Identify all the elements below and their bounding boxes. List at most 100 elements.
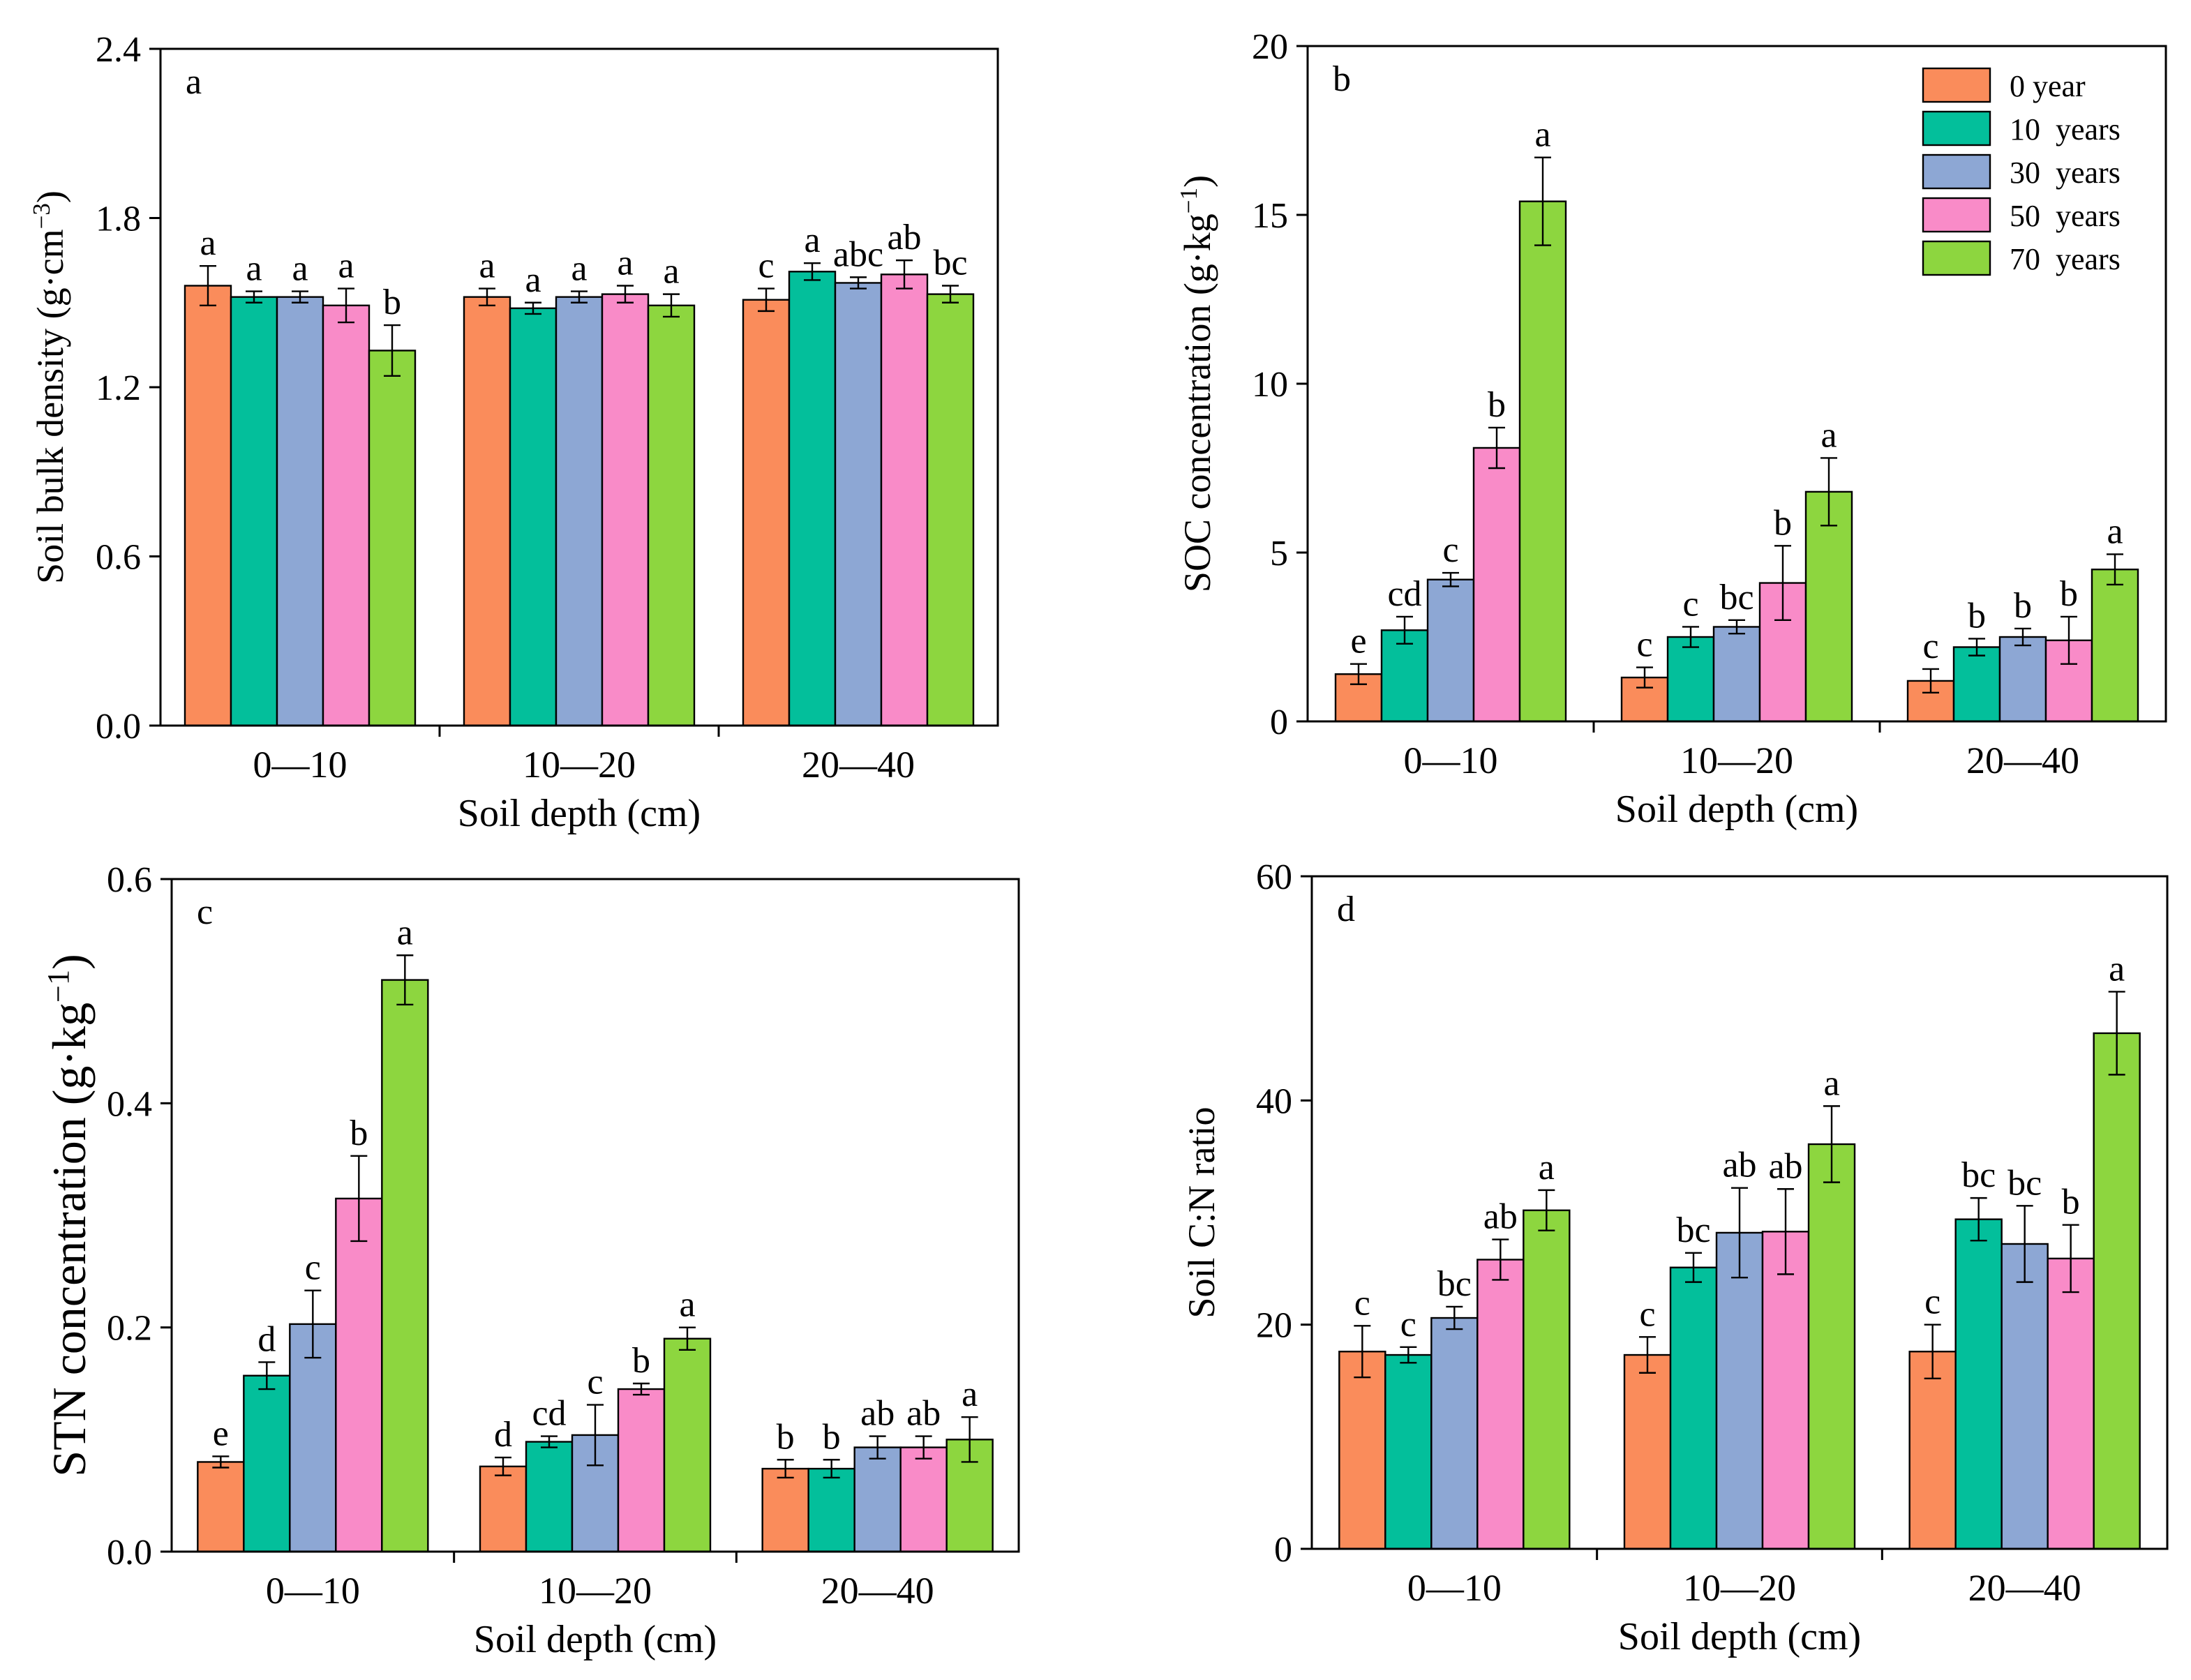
error-bar bbox=[541, 1435, 558, 1448]
bar bbox=[509, 307, 558, 727]
x-tick-label: 10—20 bbox=[1680, 740, 1793, 781]
significance-letter: ab bbox=[906, 1394, 941, 1434]
significance-letter: bc bbox=[2007, 1163, 2042, 1203]
y-tick-label: 0.6 bbox=[107, 860, 152, 900]
error-bar bbox=[804, 262, 821, 281]
significance-letter: c bbox=[1354, 1283, 1370, 1323]
y-axis-label-part: ) bbox=[43, 954, 96, 970]
error-bar bbox=[1488, 426, 1505, 470]
significance-letter: b bbox=[2062, 1183, 2080, 1222]
bar bbox=[601, 293, 650, 727]
bar bbox=[2047, 1257, 2095, 1550]
y-tick-label: 0 bbox=[1270, 703, 1288, 742]
bar bbox=[322, 304, 371, 727]
significance-letter: a bbox=[479, 246, 495, 286]
legend-swatch bbox=[1922, 110, 1991, 147]
significance-letter: bc bbox=[1961, 1155, 1996, 1195]
bar bbox=[276, 296, 324, 727]
significance-letter: c bbox=[1639, 1294, 1655, 1334]
error-bar bbox=[1728, 619, 1745, 635]
plot-frame bbox=[1306, 45, 2167, 723]
bar bbox=[1426, 578, 1475, 723]
error-bar bbox=[896, 259, 913, 290]
significance-letter: b bbox=[2014, 586, 2032, 626]
significance-letter: a bbox=[292, 249, 308, 289]
significance-letter: b bbox=[632, 1341, 650, 1381]
error-bar bbox=[679, 1326, 696, 1351]
error-bar bbox=[942, 285, 959, 303]
significance-letter: bc bbox=[1437, 1264, 1472, 1304]
panel-label: d bbox=[1337, 890, 1355, 929]
x-axis-label: Soil depth (cm) bbox=[1615, 788, 1858, 831]
y-axis-label-part: −1 bbox=[41, 970, 75, 1003]
significance-letter: c bbox=[587, 1363, 603, 1402]
error-bar bbox=[1400, 1346, 1417, 1364]
significance-letter: cd bbox=[532, 1394, 566, 1434]
y-tick-label: 10 bbox=[1252, 365, 1288, 405]
error-bar bbox=[200, 265, 216, 306]
x-tick-label: 0—10 bbox=[1404, 740, 1498, 781]
plot-frame bbox=[1310, 875, 2169, 1550]
x-tick-label: 0—10 bbox=[266, 1570, 360, 1612]
significance-letter: a bbox=[571, 249, 587, 289]
error-bar bbox=[587, 1404, 604, 1467]
significance-letter: ab bbox=[860, 1394, 895, 1434]
bar bbox=[1998, 636, 2047, 723]
error-bar bbox=[1924, 1323, 1941, 1379]
significance-letter: a bbox=[2107, 511, 2123, 551]
significance-letter: ab bbox=[887, 218, 921, 257]
bar bbox=[834, 282, 883, 727]
bar bbox=[1952, 646, 2001, 723]
y-axis-label-part: ) bbox=[1176, 175, 1218, 188]
y-tick-label: 5 bbox=[1270, 534, 1288, 573]
bar bbox=[807, 1467, 855, 1553]
panel-label: a bbox=[186, 62, 202, 102]
error-bar bbox=[258, 1361, 276, 1390]
bar bbox=[368, 350, 417, 727]
error-bar bbox=[1446, 1305, 1463, 1330]
y-tick-label: 2.4 bbox=[96, 30, 141, 70]
x-axis-label: Soil depth (cm) bbox=[458, 792, 701, 835]
y-tick-label: 40 bbox=[1256, 1081, 1292, 1121]
significance-letter: a bbox=[679, 1285, 695, 1325]
error-bar bbox=[869, 1435, 886, 1460]
legend-swatch bbox=[1922, 153, 1991, 190]
y-tick-label: 1.2 bbox=[96, 368, 141, 408]
significance-letter: bc bbox=[933, 243, 967, 283]
bar bbox=[1518, 200, 1567, 723]
x-axis-label: Soil depth (cm) bbox=[1618, 1615, 1861, 1658]
y-axis-label-part: −1 bbox=[1175, 188, 1202, 213]
bar bbox=[525, 1441, 574, 1553]
error-bar bbox=[292, 290, 308, 303]
significance-letter: a bbox=[617, 243, 633, 283]
error-bar bbox=[212, 1455, 230, 1469]
error-bar bbox=[823, 1459, 840, 1479]
bar bbox=[663, 1337, 712, 1553]
error-bar bbox=[1922, 668, 1939, 694]
error-bar bbox=[1534, 156, 1551, 246]
y-axis-label-part: Soil C:N ratio bbox=[1181, 1107, 1222, 1318]
significance-letter: b bbox=[1488, 385, 1506, 425]
error-bar bbox=[1682, 626, 1699, 648]
significance-letter: ab bbox=[1768, 1146, 1802, 1186]
x-tick-label: 0—10 bbox=[253, 744, 347, 786]
error-bar bbox=[2061, 615, 2077, 665]
bar bbox=[1666, 636, 1715, 723]
significance-letter: a bbox=[804, 220, 820, 260]
x-tick-label: 0—10 bbox=[1407, 1567, 1502, 1609]
error-bar bbox=[2014, 627, 2031, 647]
bar bbox=[853, 1446, 902, 1553]
bar bbox=[2093, 1032, 2141, 1550]
y-tick-label: 0.0 bbox=[96, 707, 141, 747]
y-tick-label: 0.0 bbox=[107, 1533, 152, 1573]
error-bar bbox=[1442, 571, 1459, 587]
error-bar bbox=[1970, 1197, 1987, 1242]
error-bar bbox=[495, 1456, 511, 1476]
bar bbox=[788, 271, 837, 727]
significance-letter: bc bbox=[1676, 1210, 1710, 1250]
error-bar bbox=[2016, 1205, 2033, 1283]
error-bar bbox=[338, 287, 354, 324]
significance-letter: abc bbox=[833, 234, 883, 274]
significance-letter: b bbox=[350, 1113, 368, 1153]
